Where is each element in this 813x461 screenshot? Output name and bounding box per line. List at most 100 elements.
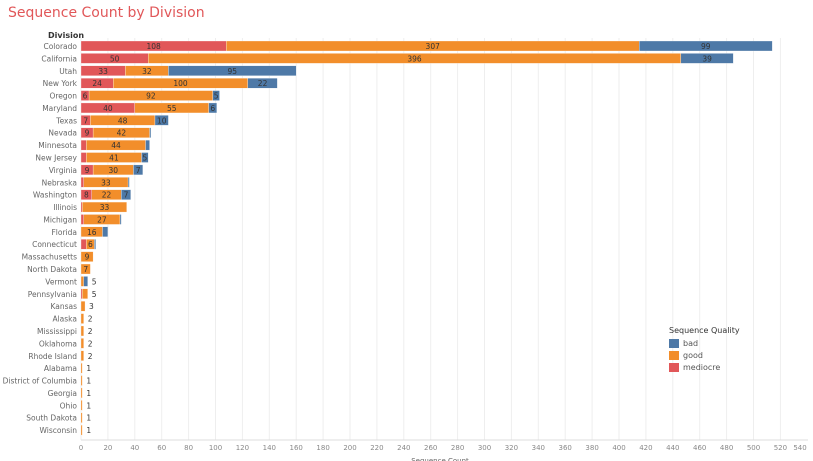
data-label: 50 [110, 54, 120, 63]
category-label: Alaska [52, 315, 77, 324]
data-label: 7 [83, 116, 88, 125]
category-label: Nebraska [42, 178, 77, 187]
category-label: District of Columbia [3, 377, 77, 386]
x-tick-label: 40 [130, 444, 139, 452]
category-label: Utah [59, 67, 77, 76]
chart-title: Sequence Count by Division [8, 5, 205, 21]
total-label: 1 [86, 389, 91, 398]
total-label: 1 [86, 426, 91, 435]
category-label: Ohio [60, 401, 78, 410]
data-label: 6 [210, 104, 215, 113]
x-tick-label: 460 [693, 444, 706, 452]
data-label: 27 [97, 215, 107, 224]
bar-segment-good [80, 251, 94, 262]
data-label: 42 [117, 129, 127, 138]
data-label: 7 [124, 191, 129, 200]
bar-segment-good [80, 301, 86, 312]
bar-segment-bad [141, 152, 149, 163]
bar-segment-good [80, 362, 83, 374]
data-label: 55 [167, 104, 177, 113]
data-label: 95 [228, 67, 238, 76]
legend: Sequence Quality bad good mediocre [669, 326, 740, 373]
bar-segment-mediocre [80, 288, 83, 299]
data-label: 9 [85, 166, 90, 175]
data-label: 9 [85, 253, 90, 262]
legend-swatch [669, 362, 679, 372]
total-label: 1 [86, 364, 91, 373]
data-label: 5 [214, 92, 219, 101]
total-label: 2 [88, 315, 93, 324]
data-label: 99 [701, 42, 711, 51]
legend-swatch [669, 350, 679, 360]
x-tick-label: 320 [505, 444, 518, 452]
category-label: Maryland [42, 104, 77, 113]
legend-item-bad[interactable]: bad [669, 337, 740, 349]
category-label: Massachusetts [22, 253, 78, 262]
total-label: 3 [89, 302, 94, 311]
x-tick-label: 300 [478, 444, 491, 452]
x-tick-label: 360 [559, 444, 572, 452]
x-tick-label: 280 [451, 444, 464, 452]
bar-segment-good [82, 201, 127, 213]
bar-segment-bad [154, 115, 169, 126]
x-tick-label: 340 [532, 444, 545, 452]
data-label: 22 [258, 79, 268, 88]
total-label: 1 [86, 414, 91, 423]
data-label: 307 [426, 42, 441, 51]
total-label: 2 [88, 339, 93, 348]
data-label: 100 [173, 79, 188, 88]
bar-segment-bad [247, 78, 278, 89]
legend-item-good[interactable]: good [669, 349, 740, 361]
total-label: 2 [88, 352, 93, 361]
bar-segment-bad [149, 127, 152, 138]
data-label: 39 [702, 54, 712, 63]
data-label: 48 [118, 116, 128, 125]
bar-segment-mediocre [80, 177, 84, 188]
category-label: New Jersey [35, 154, 77, 163]
category-label: Minnesota [38, 141, 77, 150]
bar-segment-good [80, 412, 83, 423]
x-tick-label: 60 [157, 444, 166, 452]
category-label: Nevada [48, 129, 77, 138]
data-label: 6 [83, 92, 88, 101]
data-label: 44 [111, 141, 121, 150]
bar-segment-bad [94, 239, 96, 250]
x-tick-label: 180 [316, 444, 329, 452]
x-tick-label: 440 [666, 444, 679, 452]
x-tick-label: 0 [79, 444, 83, 452]
x-axis-title: Sequence Count [411, 457, 469, 461]
data-label: 40 [103, 104, 113, 113]
bar-segment-bad [145, 139, 150, 151]
x-tick-label: 420 [639, 444, 652, 452]
legend-item-mediocre[interactable]: mediocre [669, 361, 740, 373]
total-label: 2 [88, 327, 93, 336]
x-tick-label: 520 [774, 444, 787, 452]
bar-segment-bad [168, 65, 297, 76]
data-label: 24 [92, 79, 102, 88]
bar-segment-mediocre [80, 152, 87, 163]
bar-segment-bad [680, 53, 734, 64]
category-label: Connecticut [32, 240, 77, 249]
total-label: 5 [92, 290, 97, 299]
data-label: 41 [109, 154, 119, 163]
category-label: Michigan [43, 215, 77, 224]
category-label: Oklahoma [39, 339, 77, 348]
data-label: 5 [142, 154, 147, 163]
bar-segment-good [80, 313, 84, 324]
bar-segment-bad [133, 164, 144, 176]
data-label: 33 [98, 67, 108, 76]
legend-title: Sequence Quality [669, 326, 740, 335]
bar-segment-bad [119, 214, 122, 225]
data-label: 108 [146, 42, 161, 51]
legend-label: bad [683, 338, 699, 348]
row-header: Division [48, 31, 85, 40]
data-label: 16 [87, 228, 97, 237]
bar-segment-good [80, 338, 84, 349]
category-label: Washington [33, 191, 77, 200]
bar-segment-bad [121, 189, 131, 200]
category-label: Mississippi [37, 327, 77, 336]
data-label: 8 [84, 191, 89, 200]
bar-segment-bad [102, 226, 109, 238]
x-tick-label: 380 [585, 444, 598, 452]
